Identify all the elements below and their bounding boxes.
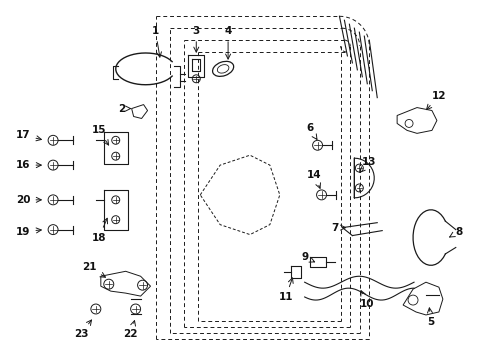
Text: 13: 13 — [359, 157, 376, 172]
Text: 8: 8 — [448, 226, 462, 237]
Text: 11: 11 — [278, 278, 293, 302]
Text: 7: 7 — [330, 222, 345, 233]
Text: 1: 1 — [152, 26, 161, 57]
Text: 12: 12 — [426, 91, 445, 110]
Text: 23: 23 — [74, 320, 91, 339]
Text: 21: 21 — [81, 262, 105, 277]
Text: 14: 14 — [306, 170, 321, 188]
Text: 4: 4 — [224, 26, 231, 59]
Text: 16: 16 — [16, 160, 41, 170]
Text: 18: 18 — [91, 218, 107, 243]
Text: 22: 22 — [123, 321, 138, 339]
Text: 9: 9 — [301, 252, 314, 262]
Text: 2: 2 — [118, 104, 131, 113]
Text: 5: 5 — [427, 308, 434, 327]
Text: 6: 6 — [305, 123, 316, 139]
Text: 3: 3 — [192, 26, 200, 52]
Text: 19: 19 — [16, 226, 41, 237]
Text: 10: 10 — [359, 291, 374, 309]
Text: 15: 15 — [91, 125, 108, 145]
Text: 17: 17 — [16, 130, 41, 141]
Text: 20: 20 — [16, 195, 41, 205]
